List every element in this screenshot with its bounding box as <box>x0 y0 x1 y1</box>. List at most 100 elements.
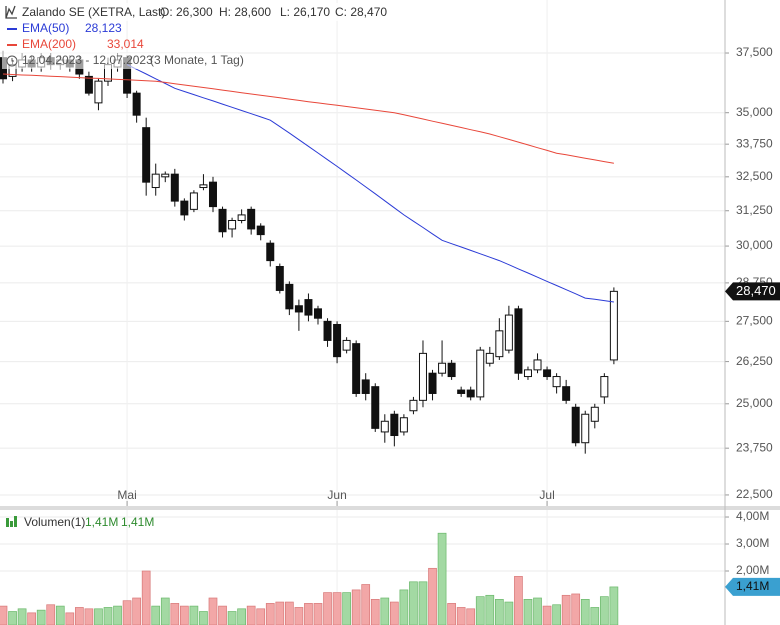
candle-body <box>151 173 160 189</box>
ema-line <box>2 73 614 164</box>
volume-bar <box>208 597 218 625</box>
volume-bar <box>141 570 151 625</box>
y-tick-label: 33,750 <box>736 136 773 150</box>
volume-bar <box>246 605 256 625</box>
volume-bar <box>46 604 56 625</box>
candle-body <box>543 369 552 378</box>
candle-body <box>247 208 256 230</box>
y-tick-label: 32,500 <box>736 169 773 183</box>
candle-body <box>352 343 361 394</box>
candle-body <box>466 389 475 398</box>
ohlc-label: H: 28,600 <box>219 5 271 19</box>
volume-bar <box>65 612 75 625</box>
volume-bar <box>36 609 46 625</box>
x-tick-label: Mai <box>117 488 136 502</box>
candle-body <box>371 386 380 429</box>
volume-bar <box>304 603 313 625</box>
volume-bar <box>122 600 132 625</box>
volume-bar <box>428 567 437 625</box>
last-price-badge <box>725 282 780 301</box>
ohlc-label: L: 26,170 <box>280 5 330 19</box>
candle-body <box>237 214 246 221</box>
last-price-label: 28,470 <box>736 283 776 298</box>
volume-bar <box>485 594 495 625</box>
volume-bar <box>409 581 418 625</box>
candle-body <box>533 359 542 371</box>
candle-body <box>266 242 275 262</box>
candle-body <box>285 283 294 310</box>
volume-bar <box>75 607 84 625</box>
y-tick-label: 26,250 <box>736 354 773 368</box>
volume-bar <box>94 608 103 625</box>
candle-body <box>180 200 189 216</box>
y-tick-label: 30,000 <box>736 238 773 252</box>
candle-body <box>438 362 447 374</box>
volume-bar <box>523 599 533 625</box>
volume-bar <box>361 584 371 625</box>
volume-bar <box>313 603 323 625</box>
candle-body <box>161 173 170 178</box>
volume-bar <box>542 605 552 625</box>
candle-body <box>294 305 303 313</box>
volume-bar <box>504 601 514 625</box>
candle-body <box>304 299 313 316</box>
panel-separator <box>0 506 780 510</box>
volume-legend: Volumen(1) <box>24 515 85 529</box>
candle-body <box>476 349 485 398</box>
volume-bar <box>103 607 113 625</box>
candle-body <box>390 413 399 437</box>
clock-hand <box>11 58 14 62</box>
volume-bar <box>199 611 208 625</box>
volume-bar <box>160 597 170 625</box>
candle-body <box>504 314 513 351</box>
volume-bar <box>418 581 428 625</box>
candle-body <box>313 308 322 319</box>
candle-body <box>84 75 93 94</box>
last-volume-label: 1,41M <box>736 579 769 593</box>
volume-bar <box>342 592 351 625</box>
volume-bar <box>456 607 466 625</box>
volume-bar <box>227 611 237 625</box>
volume-bar <box>170 603 180 625</box>
candle-body <box>380 420 389 433</box>
candle-body <box>275 265 284 291</box>
y-tick-label: 3,00M <box>736 536 769 550</box>
volume-bar <box>256 608 266 625</box>
candle-body <box>418 352 427 401</box>
candle-body <box>523 369 532 378</box>
marks-layer <box>0 50 619 625</box>
volume-bar <box>151 605 161 625</box>
candle-body <box>218 208 227 233</box>
y-tick-label: 23,750 <box>736 440 773 454</box>
y-tick-label: 2,00M <box>736 563 769 577</box>
volume-bar <box>113 605 122 625</box>
volume-bar <box>466 608 476 625</box>
chart-icon <box>5 5 17 19</box>
y-tick-label: 35,000 <box>736 105 773 119</box>
candle-body <box>600 376 609 398</box>
candle-body <box>333 323 342 358</box>
volume-icon <box>6 518 9 527</box>
legend-label: EMA(50) <box>22 21 69 35</box>
candle-body <box>94 80 103 104</box>
volume-legend-value: 1,41M <box>121 515 154 529</box>
volume-bar <box>447 603 456 625</box>
candle-body <box>142 127 151 183</box>
volume-bar <box>323 592 332 625</box>
candle-body <box>256 225 265 236</box>
volume-bar <box>275 601 285 625</box>
legend-label: EMA(200) <box>22 37 76 51</box>
y-tick-label: 37,500 <box>736 45 773 59</box>
candle-body <box>485 352 494 364</box>
last-volume-badge <box>725 577 780 596</box>
y-tick-label: 4,00M <box>736 509 769 523</box>
volume-bar <box>580 599 590 625</box>
volume-bar <box>132 597 141 625</box>
clock-icon <box>6 55 18 67</box>
candle-body <box>457 389 466 394</box>
candle-body <box>495 330 504 358</box>
x-tick-label: Jun <box>327 488 346 502</box>
ohlc-label: O: 26,300 <box>160 5 213 19</box>
volume-bar <box>27 612 36 625</box>
